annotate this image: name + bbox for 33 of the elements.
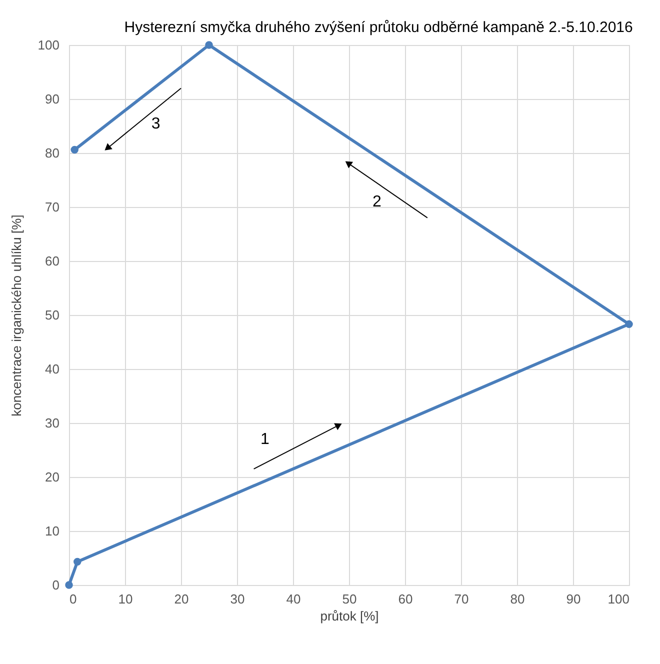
- x-tick-label: 30: [230, 592, 245, 606]
- y-tick-label: 20: [45, 470, 60, 484]
- annotation: 3: [151, 115, 160, 132]
- point: [74, 558, 82, 566]
- point: [205, 41, 213, 49]
- y-tick-label: 90: [45, 92, 60, 106]
- point: [625, 320, 633, 328]
- x-axis-title: průtok [%]: [320, 608, 379, 624]
- x-tick-label: 40: [286, 592, 301, 606]
- y-tick-label: 10: [45, 524, 60, 538]
- x-tick-label: 60: [398, 592, 413, 606]
- y-tick-label: 60: [45, 254, 60, 268]
- annotation: 1: [260, 431, 270, 448]
- point: [70, 146, 78, 154]
- x-tick-label: 10: [118, 592, 133, 606]
- x-tick-label: 20: [174, 592, 189, 606]
- x-tick-label: 100: [608, 592, 630, 606]
- y-tick-label: 30: [45, 416, 60, 430]
- annotation: 2: [372, 194, 382, 211]
- x-tick-label: 50: [342, 592, 357, 606]
- y-axis-title: koncentrace irganického uhlíku [%]: [8, 214, 24, 416]
- x-tick-label: 90: [566, 592, 581, 606]
- point: [65, 581, 73, 589]
- y-tick-label: 40: [45, 362, 60, 376]
- chart-title: Hysterezní smyčka druhého zvýšení průtoku odběrné kampaně 2.-5.10.2016: [124, 19, 633, 36]
- x-tick-label: 70: [454, 592, 469, 606]
- y-tick-label: 100: [38, 38, 60, 52]
- y-tick-label: 0: [52, 578, 60, 592]
- y-tick-label: 50: [45, 308, 60, 322]
- y-tick-label: 80: [45, 146, 60, 160]
- x-tick-label: 80: [510, 592, 525, 606]
- y-tick-label: 70: [45, 200, 60, 214]
- x-tick-label: 0: [70, 592, 77, 606]
